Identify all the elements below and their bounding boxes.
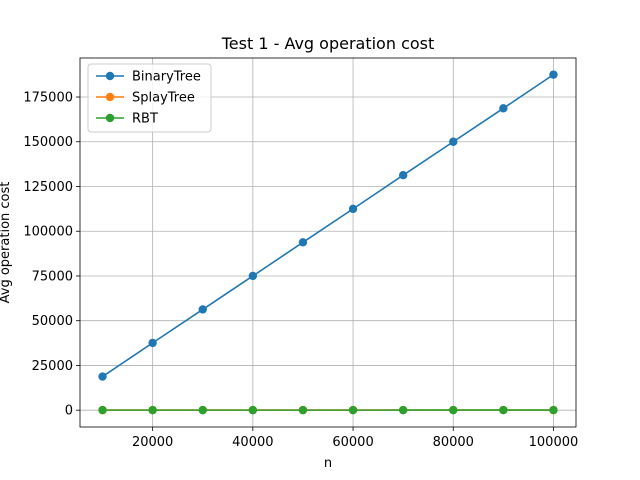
data-point-rbt bbox=[499, 405, 508, 415]
data-point-rbt bbox=[449, 405, 458, 415]
series-layer bbox=[98, 70, 558, 415]
data-point-binarytree bbox=[198, 305, 207, 314]
y-tick-label: 50000 bbox=[32, 314, 73, 329]
x-tick-label: 100000 bbox=[529, 435, 579, 450]
data-point-binarytree bbox=[449, 137, 458, 146]
legend-swatch-marker-rbt bbox=[105, 113, 115, 123]
axis-ticks: 20000 40000 60000 80000 100000 0 25000 50000 750… bbox=[23, 91, 578, 450]
data-point-rbt bbox=[148, 405, 157, 415]
series-line-binarytree bbox=[102, 73, 554, 378]
data-point-rbt bbox=[348, 405, 358, 415]
y-tick-label: 100000 bbox=[23, 225, 73, 240]
data-point-rbt bbox=[98, 405, 107, 415]
y-tick-label: 25000 bbox=[32, 359, 73, 374]
data-point-rbt bbox=[198, 405, 207, 415]
legend-label-binarytree: BinaryTree bbox=[132, 70, 201, 85]
data-point-binarytree bbox=[398, 171, 408, 180]
plot-frame bbox=[79, 57, 577, 428]
data-point-rbt bbox=[298, 405, 308, 415]
legend-swatch-marker-binarytree bbox=[105, 71, 115, 81]
x-tick-label: 20000 bbox=[132, 435, 173, 450]
x-axis-label: n bbox=[324, 456, 332, 471]
data-point-binarytree bbox=[298, 238, 308, 247]
y-tick-label: 150000 bbox=[23, 135, 73, 150]
legend: BinaryTree SplayTree RBT bbox=[87, 63, 212, 133]
legend-swatch-marker-splaytree bbox=[105, 92, 115, 102]
data-point-binarytree bbox=[248, 271, 258, 281]
y-tick-label: 125000 bbox=[23, 180, 73, 195]
grid bbox=[80, 58, 576, 427]
x-tick-label: 40000 bbox=[232, 435, 273, 450]
legend-label-rbt: RBT bbox=[132, 112, 158, 127]
chart-title: Test 1 - Avg operation cost bbox=[221, 34, 435, 53]
legend-label-splaytree: SplayTree bbox=[132, 91, 195, 106]
x-tick-label: 80000 bbox=[433, 435, 474, 450]
y-tick-label: 75000 bbox=[32, 269, 73, 284]
x-tick-label: 60000 bbox=[332, 435, 373, 450]
y-axis-label: Avg operation cost bbox=[0, 182, 13, 304]
data-point-binarytree bbox=[549, 70, 558, 79]
data-point-binarytree bbox=[499, 104, 508, 113]
data-point-binarytree bbox=[98, 372, 107, 381]
data-point-rbt bbox=[398, 405, 408, 415]
data-point-rbt bbox=[248, 405, 258, 415]
y-tick-label: 175000 bbox=[23, 91, 73, 106]
data-point-binarytree bbox=[348, 204, 358, 214]
y-tick-label: 0 bbox=[65, 404, 73, 419]
data-point-binarytree bbox=[148, 338, 157, 348]
data-point-rbt bbox=[549, 405, 558, 415]
legend-box bbox=[87, 63, 212, 133]
